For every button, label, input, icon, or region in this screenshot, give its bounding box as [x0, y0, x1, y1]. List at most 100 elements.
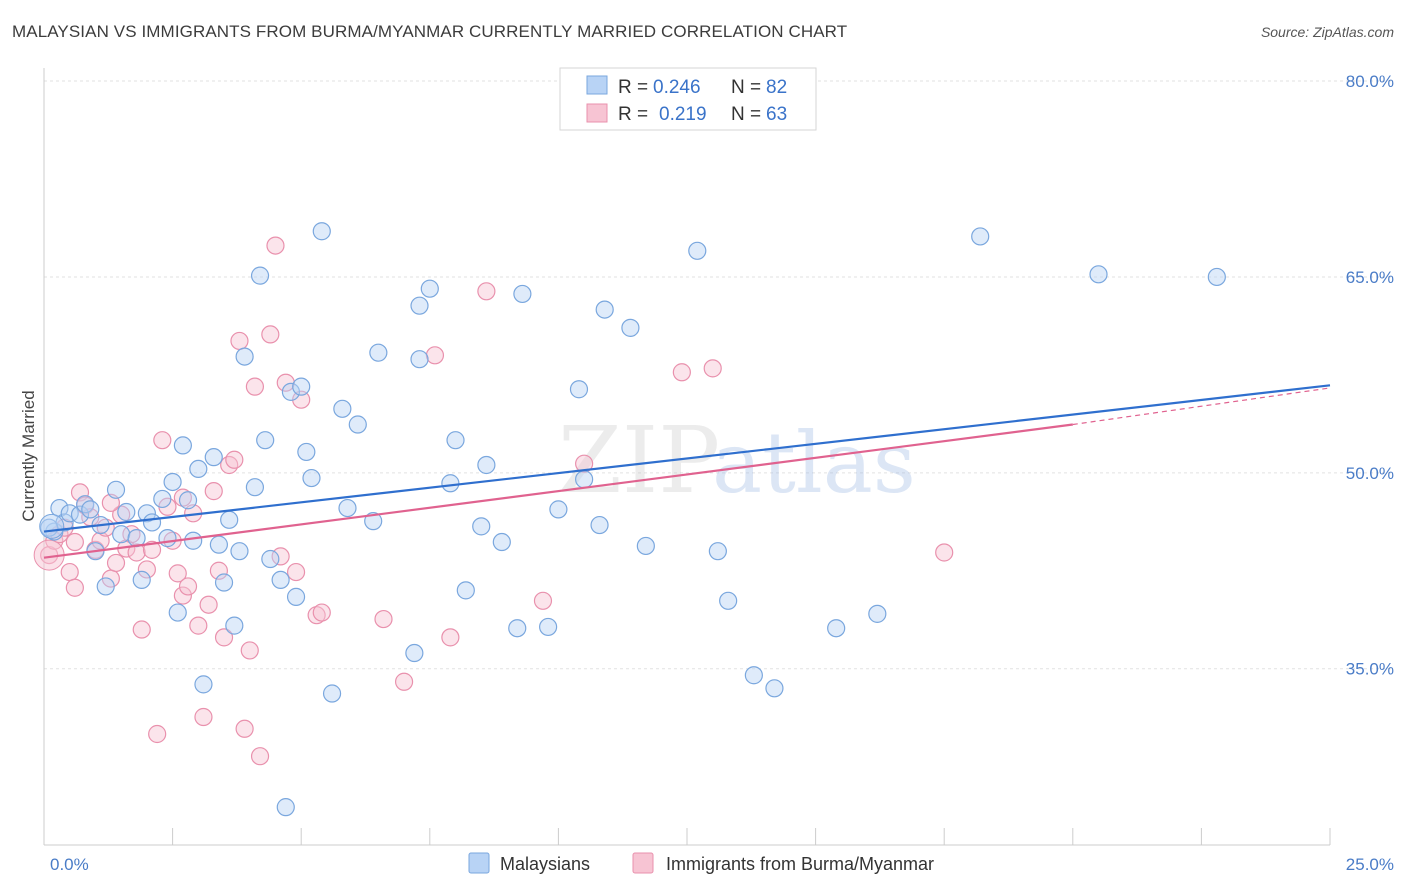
legend-malaysians-label: Malaysians	[500, 854, 590, 874]
point-immigrants	[240, 641, 259, 660]
point-immigrants	[266, 236, 285, 255]
point-immigrants	[374, 609, 393, 629]
legend-r-label-1: R =	[618, 77, 648, 98]
series-malaysians-points	[39, 222, 1226, 817]
point-malaysians	[271, 570, 290, 590]
point-immigrants	[148, 724, 167, 744]
point-malaysians	[70, 505, 90, 524]
point-malaysians	[492, 532, 511, 552]
point-malaysians	[590, 515, 609, 535]
series-legend: Malaysians Immigrants from Burma/Myanmar	[468, 852, 934, 874]
point-immigrants	[271, 547, 290, 566]
point-immigrants	[312, 603, 331, 622]
point-malaysians	[96, 577, 115, 596]
point-immigrants	[235, 719, 254, 738]
point-malaysians	[549, 500, 568, 519]
point-immigrants	[441, 628, 460, 647]
point-immigrants	[60, 562, 79, 582]
point-immigrants	[209, 561, 228, 580]
point-malaysians	[312, 222, 331, 241]
point-malaysians	[338, 498, 357, 518]
point-malaysians	[472, 517, 491, 536]
point-malaysians	[112, 525, 131, 544]
point-immigrants	[173, 586, 192, 605]
point-malaysians	[225, 616, 244, 635]
trendline-malaysians	[43, 384, 1331, 533]
y-axis-title: Currently Married	[19, 390, 38, 521]
point-immigrants	[245, 377, 265, 396]
point-immigrants	[178, 577, 198, 596]
legend-swatch-pink	[586, 103, 608, 123]
point-immigrants	[189, 616, 208, 635]
point-immigrants	[220, 455, 239, 475]
point-immigrants	[703, 359, 722, 378]
point-immigrants	[132, 620, 151, 639]
point-malaysians	[286, 587, 306, 606]
point-malaysians	[292, 377, 311, 396]
legend-malaysians-swatch	[468, 852, 490, 874]
trendlines	[43, 384, 1331, 559]
watermark-zip: ZIP	[558, 407, 720, 514]
point-immigrants	[173, 488, 192, 507]
legend-r-value-1: 0.246	[653, 77, 701, 98]
watermark-atlas: atlas	[712, 414, 916, 512]
point-malaysians	[364, 512, 383, 531]
point-malaysians	[230, 542, 249, 561]
point-immigrants	[199, 595, 218, 614]
point-immigrants	[214, 628, 234, 647]
point-malaysians	[302, 468, 321, 488]
point-immigrants	[137, 560, 156, 579]
point-immigrants	[672, 363, 691, 382]
point-malaysians	[1207, 267, 1226, 287]
point-malaysians	[276, 798, 295, 817]
point-immigrants	[168, 564, 187, 583]
point-malaysians	[153, 489, 172, 509]
point-malaysians	[117, 502, 136, 522]
legend-r-value-2: 0.219	[659, 104, 707, 125]
point-malaysians	[719, 591, 738, 610]
point-malaysians	[456, 581, 475, 600]
point-malaysians	[81, 500, 100, 519]
legend-swatch-blue	[586, 75, 608, 95]
point-malaysians	[348, 415, 367, 434]
point-malaysians	[250, 266, 270, 285]
legend-r-label-2: R =	[618, 104, 648, 125]
point-immigrants	[533, 591, 553, 610]
y-tick-label: 80.0%	[1346, 72, 1394, 91]
point-immigrants	[153, 431, 172, 450]
point-malaysians	[868, 604, 887, 623]
point-malaysians	[281, 382, 301, 401]
point-malaysians	[410, 350, 429, 369]
point-malaysians	[178, 491, 198, 510]
y-tick-labels: 35.0% 50.0% 65.0% 80.0%	[1346, 72, 1394, 679]
point-malaysians	[369, 343, 388, 362]
legend-n-value-2: 63	[766, 104, 787, 125]
y-tick-label: 50.0%	[1346, 464, 1394, 483]
point-malaysians	[163, 472, 182, 492]
point-immigrants	[307, 606, 326, 625]
point-immigrants	[425, 346, 445, 365]
chart-title: MALAYSIAN VS IMMIGRANTS FROM BURMA/MYANM…	[12, 22, 848, 41]
point-immigrants	[204, 482, 223, 501]
point-malaysians	[137, 504, 156, 523]
point-malaysians	[636, 536, 655, 556]
point-malaysians	[76, 495, 95, 514]
watermark: ZIP atlas	[558, 407, 916, 514]
point-malaysians	[322, 684, 342, 703]
point-malaysians	[297, 442, 316, 462]
point-immigrants	[127, 543, 146, 562]
point-malaysians	[220, 510, 239, 529]
point-malaysians	[256, 431, 275, 450]
point-malaysians	[513, 284, 532, 304]
point-malaysians	[194, 675, 213, 694]
point-malaysians	[142, 513, 162, 532]
point-malaysians	[405, 643, 424, 663]
point-malaysians	[184, 531, 203, 550]
point-malaysians	[595, 300, 614, 319]
point-immigrants	[286, 562, 306, 582]
point-malaysians	[235, 347, 254, 366]
point-malaysians	[1089, 265, 1108, 284]
series-immigrants-points	[33, 236, 954, 766]
point-immigrants	[250, 747, 270, 766]
